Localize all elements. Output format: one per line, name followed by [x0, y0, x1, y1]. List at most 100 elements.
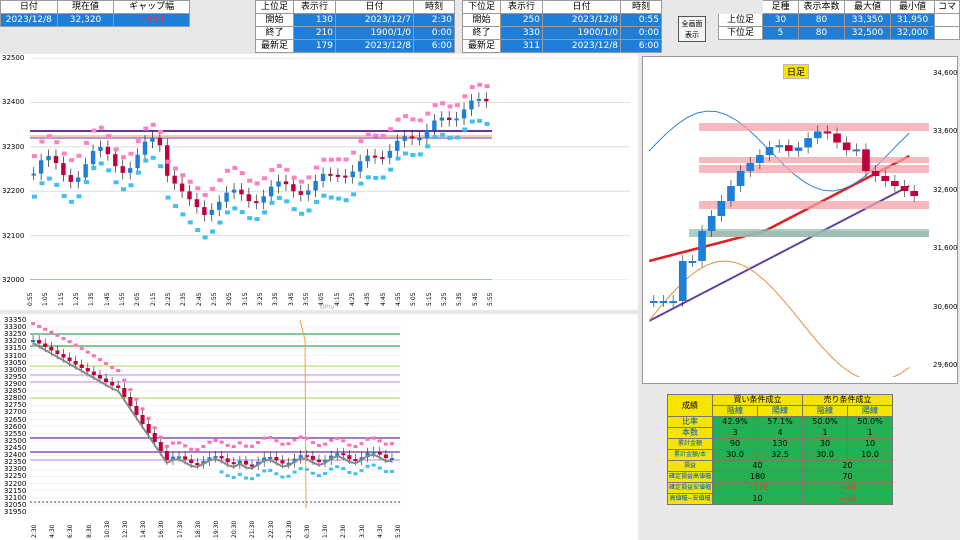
- band-marker-lower: [69, 199, 75, 204]
- y-tick-label: 33200: [4, 337, 27, 346]
- y-tick-label: 32100: [4, 493, 27, 502]
- row-value: 311: [500, 39, 543, 53]
- y-tick-label: 33300: [4, 323, 27, 332]
- band-marker-upper: [313, 165, 319, 170]
- timeframe-summary-table: 足種 表示本数 最大値 最小値 コマ 上位足 30 80 33,350 31,9…: [718, 0, 960, 40]
- band-marker-lower: [276, 195, 282, 200]
- candle-body: [97, 375, 102, 379]
- candle-body: [310, 455, 315, 460]
- band-marker-lower: [365, 175, 371, 180]
- cell: 130: [757, 438, 803, 450]
- band-marker-upper: [116, 368, 121, 372]
- y-tick-label: 32650: [4, 415, 27, 424]
- cell: 30.0: [802, 449, 848, 461]
- x-tick-label: 2:25: [165, 292, 172, 306]
- band-marker-upper: [180, 173, 186, 178]
- candle-body: [823, 131, 832, 134]
- band-marker-lower: [83, 179, 89, 184]
- candle-body: [91, 371, 96, 375]
- band-marker-lower: [113, 180, 119, 185]
- row-label: 開始: [255, 13, 294, 27]
- table-row: 開始 250 2023/12/8 0:55: [462, 13, 662, 27]
- row-value[interactable]: 210: [293, 26, 336, 40]
- band-marker-upper: [73, 343, 78, 347]
- candle-body: [446, 117, 452, 121]
- bollinger-lower: [649, 260, 910, 377]
- summary-corner: [718, 0, 763, 14]
- band-marker-lower: [454, 135, 460, 140]
- row-value[interactable]: 250: [500, 13, 543, 27]
- candle-body: [372, 155, 378, 158]
- row-label: 高値幅−安値幅: [667, 493, 713, 505]
- x-tick-label: 4:30: [49, 524, 57, 538]
- band-marker-upper: [389, 442, 394, 446]
- y-tick-label: 32850: [4, 387, 27, 396]
- band-marker-upper: [217, 178, 223, 183]
- candle-body: [110, 382, 115, 386]
- row-label: 最新足: [462, 39, 501, 53]
- row-label: 損益: [667, 460, 713, 472]
- fullscreen-button[interactable]: 全画面 表示: [678, 16, 706, 42]
- band-marker-upper: [269, 167, 275, 172]
- candle-body: [371, 451, 376, 454]
- row-count[interactable]: 80: [798, 26, 845, 40]
- candle-body: [389, 458, 394, 461]
- row-label: 終了: [255, 26, 294, 40]
- band-marker-lower: [284, 199, 290, 204]
- y-tick-label: 32250: [4, 472, 27, 481]
- band-marker-upper: [39, 139, 45, 144]
- cell: 50.0%: [802, 416, 848, 428]
- cell: 10: [712, 493, 803, 505]
- candle-body: [688, 261, 697, 263]
- x-tick-label: 16:30: [158, 520, 166, 538]
- candle-body: [256, 461, 261, 466]
- candle-body: [239, 189, 244, 195]
- band-marker-lower: [217, 220, 223, 225]
- cell: 70: [802, 471, 893, 483]
- cell: −40: [802, 482, 893, 494]
- band-marker-lower: [250, 477, 254, 481]
- band-marker-lower: [402, 151, 408, 156]
- table-row: 最新足 311 2023/12/8 6:00: [462, 39, 662, 53]
- candle-body: [365, 155, 370, 162]
- band-marker-upper: [247, 178, 253, 183]
- cell: 4: [757, 427, 803, 439]
- candle-body: [900, 186, 909, 191]
- spike-line: [299, 320, 307, 509]
- row-max: 32,500: [844, 26, 891, 40]
- candle-body: [105, 146, 111, 155]
- row-count[interactable]: 80: [798, 13, 845, 27]
- band-marker-upper: [187, 179, 193, 184]
- candle-body: [717, 201, 726, 216]
- band-marker-lower: [298, 467, 303, 471]
- candle-body: [395, 140, 400, 151]
- y-tick-label: 29,600: [933, 361, 958, 369]
- summary-header-min: 最小値: [890, 0, 935, 14]
- y-tick-label: 32400: [2, 98, 25, 107]
- x-tick-label: 2:55: [211, 292, 218, 306]
- x-tick-label: 1:15: [57, 292, 65, 306]
- band-marker-upper: [85, 350, 90, 354]
- candle-body: [122, 388, 127, 397]
- row-type[interactable]: 30: [762, 13, 799, 27]
- row-value[interactable]: 130: [293, 13, 336, 27]
- band-marker-lower: [232, 206, 238, 211]
- candle-body: [120, 166, 125, 173]
- band-marker-lower: [243, 476, 248, 480]
- cell: 50.0%: [847, 416, 893, 428]
- row-label: 確定損益高値幅: [667, 471, 713, 483]
- candle-body: [283, 181, 289, 185]
- band-marker-upper: [134, 397, 139, 401]
- row-type[interactable]: 5: [762, 26, 799, 40]
- row-value[interactable]: 330: [500, 26, 543, 40]
- candle-body: [31, 173, 36, 176]
- band-marker-upper: [268, 435, 273, 439]
- x-tick-label: 5:15: [425, 292, 433, 306]
- band-marker-lower: [353, 472, 358, 476]
- upper-header-row: 表示行: [293, 0, 336, 14]
- band-marker-lower: [256, 473, 261, 477]
- row-time: 6:00: [620, 39, 662, 53]
- y-tick-label: 32350: [4, 458, 27, 467]
- band-marker-upper: [91, 354, 96, 358]
- band-marker-upper: [97, 358, 102, 362]
